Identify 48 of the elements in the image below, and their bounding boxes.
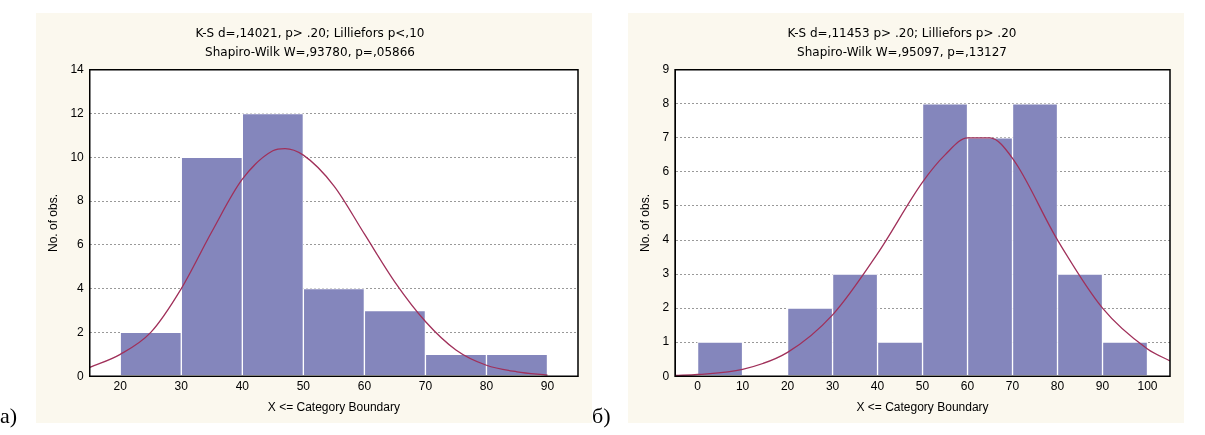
x-tick-label: 30 [825,378,840,393]
x-axis-title: X <= Category Boundary [856,400,989,415]
x-tick-label: 50 [296,378,311,393]
x-tick-label: 0 [694,378,702,393]
chart-subtitle: Shapiro-Wilk W=,95097, p=,13127 [797,44,1007,59]
y-tick-label: 10 [70,149,85,164]
y-tick-label: 1 [662,334,670,349]
chart-subtitle: Shapiro-Wilk W=,93780, p=,05866 [205,44,415,59]
text: б) [592,403,612,430]
x-tick-label: 70 [418,378,433,393]
y-tick-label: 8 [662,96,670,111]
x-tick-label: 40 [870,378,885,393]
y-tick-label: 0 [662,368,670,383]
y-tick-label: 0 [77,368,85,383]
x-tick-label: 20 [113,378,128,393]
y-axis-title: No. of obs. [45,193,60,253]
y-axis-title: No. of obs. [637,193,652,253]
x-tick-label: 80 [479,378,494,393]
y-tick-label: 12 [70,105,85,120]
chart-title: K-S d=,11453 p> .20; Lilliefors p> .20 [787,26,1017,41]
y-tick-label: 14 [70,62,85,77]
x-tick-label: 90 [540,378,555,393]
x-tick-label: 60 [960,378,975,393]
x-axis-title: X <= Category Boundary [267,400,400,415]
x-tick-label: 50 [915,378,930,393]
y-tick-label: 4 [77,280,85,295]
y-tick-label: 2 [77,324,85,339]
x-tick-label: 60 [357,378,372,393]
y-tick-label: 4 [662,232,670,247]
x-tick-label: 10 [735,378,750,393]
x-tick-label: 100 [1137,378,1158,393]
x-tick-label: 80 [1050,378,1065,393]
y-tick-label: 2 [662,300,670,315]
text: а) [0,403,19,430]
y-tick-label: 7 [662,130,670,145]
x-tick-label: 90 [1095,378,1110,393]
chart-title: K-S d=,14021, p> .20; Lilliefors p<,10 [195,26,425,41]
line-series [89,147,549,376]
y-tick-label: 6 [77,237,85,252]
x-tick-label: 40 [235,378,250,393]
y-tick-label: 5 [662,198,670,213]
x-tick-label: 30 [174,378,189,393]
y-tick-label: 6 [662,164,670,179]
x-tick-label: 70 [1005,378,1020,393]
y-tick-label: 8 [77,193,85,208]
x-tick-label: 20 [780,378,795,393]
y-tick-label: 3 [662,266,670,281]
y-tick-label: 9 [662,62,670,77]
